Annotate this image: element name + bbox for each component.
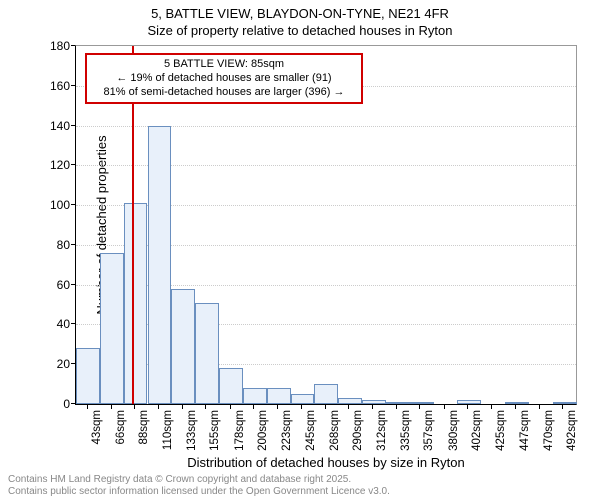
info-box-line3: 81% of semi-detached houses are larger (… [93,86,355,100]
histogram-bar [219,368,243,404]
histogram-bar [386,402,410,404]
histogram-bar [457,400,481,404]
x-tick-label: 88sqm [138,410,150,460]
x-tick-mark [182,405,183,409]
y-tick-label: 140 [40,119,70,133]
histogram-bar [100,253,124,404]
x-tick-label: 357sqm [423,410,435,460]
histogram-bar [362,400,386,404]
histogram-bar [338,398,362,404]
x-tick-mark [301,405,302,409]
y-tick-label: 160 [40,79,70,93]
histogram-bar [553,402,577,404]
footer-attribution: Contains HM Land Registry data © Crown c… [8,474,390,498]
x-tick-label: 43sqm [91,410,103,460]
y-tick-mark [71,403,75,404]
y-tick-mark [71,204,75,205]
y-tick-label: 120 [40,158,70,172]
x-tick-label: 110sqm [162,410,174,460]
y-tick-label: 100 [40,198,70,212]
x-tick-label: 178sqm [234,410,246,460]
x-tick-mark [539,405,540,409]
histogram-bar [267,388,291,404]
x-tick-mark [87,405,88,409]
histogram-bar [148,126,172,404]
histogram-bar [171,289,195,404]
y-tick-mark [71,323,75,324]
x-tick-mark [348,405,349,409]
histogram-bar [291,394,315,404]
x-tick-mark [515,405,516,409]
y-tick-mark [71,164,75,165]
x-tick-mark [444,405,445,409]
histogram-bar [314,384,338,404]
histogram-bar [410,402,434,404]
x-tick-mark [253,405,254,409]
x-tick-label: 133sqm [186,410,198,460]
x-tick-label: 425sqm [495,410,507,460]
y-tick-label: 80 [40,238,70,252]
histogram-bar [505,402,529,404]
y-tick-label: 180 [40,39,70,53]
x-tick-label: 155sqm [209,410,221,460]
y-tick-mark [71,45,75,46]
y-tick-mark [71,363,75,364]
x-tick-label: 492sqm [566,410,578,460]
x-tick-mark [205,405,206,409]
x-tick-label: 470sqm [543,410,555,460]
x-tick-label: 290sqm [352,410,364,460]
x-tick-label: 66sqm [115,410,127,460]
x-tick-mark [467,405,468,409]
x-tick-mark [134,405,135,409]
chart-title-line2: Size of property relative to detached ho… [0,23,600,38]
x-tick-label: 402sqm [471,410,483,460]
footer-line2: Contains public sector information licen… [8,486,390,498]
x-tick-mark [111,405,112,409]
y-tick-label: 40 [40,317,70,331]
x-tick-mark [230,405,231,409]
y-tick-mark [71,125,75,126]
x-tick-label: 447sqm [519,410,531,460]
info-box-title: 5 BATTLE VIEW: 85sqm [93,58,355,72]
x-tick-label: 245sqm [305,410,317,460]
x-tick-mark [419,405,420,409]
info-box: 5 BATTLE VIEW: 85sqm← 19% of detached ho… [85,53,363,104]
footer-line1: Contains HM Land Registry data © Crown c… [8,474,390,486]
x-tick-label: 380sqm [448,410,460,460]
x-tick-mark [325,405,326,409]
x-tick-mark [158,405,159,409]
histogram-bar [76,348,100,404]
y-tick-mark [71,284,75,285]
chart-title-block: 5, BATTLE VIEW, BLAYDON-ON-TYNE, NE21 4F… [0,6,600,38]
histogram-bar [195,303,219,404]
x-tick-mark [372,405,373,409]
x-tick-label: 335sqm [400,410,412,460]
x-tick-mark [491,405,492,409]
y-tick-mark [71,244,75,245]
y-tick-label: 0 [40,397,70,411]
info-box-line2: ← 19% of detached houses are smaller (91… [93,72,355,86]
histogram-bar [243,388,267,404]
chart-container: 5, BATTLE VIEW, BLAYDON-ON-TYNE, NE21 4F… [0,0,600,500]
x-tick-label: 200sqm [257,410,269,460]
x-tick-mark [277,405,278,409]
x-tick-mark [396,405,397,409]
x-tick-mark [562,405,563,409]
y-tick-label: 60 [40,278,70,292]
histogram-bar [124,203,148,404]
chart-title-line1: 5, BATTLE VIEW, BLAYDON-ON-TYNE, NE21 4F… [0,6,600,21]
y-tick-mark [71,85,75,86]
x-tick-label: 268sqm [329,410,341,460]
x-tick-label: 312sqm [376,410,388,460]
y-tick-label: 20 [40,357,70,371]
x-tick-label: 223sqm [281,410,293,460]
